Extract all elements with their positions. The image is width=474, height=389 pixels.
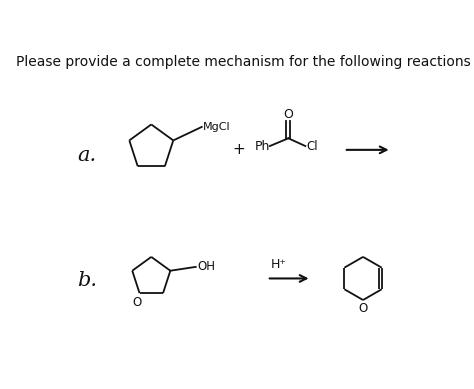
Text: a.: a.: [77, 146, 97, 165]
Text: O: O: [133, 296, 142, 309]
Text: Ph: Ph: [255, 140, 270, 152]
Text: MgCl: MgCl: [203, 121, 231, 131]
Text: OH: OH: [197, 260, 215, 273]
Text: Please provide a complete mechanism for the following reactions: Please provide a complete mechanism for …: [16, 55, 470, 69]
Text: O: O: [283, 108, 293, 121]
Text: b.: b.: [77, 271, 97, 290]
Text: Cl: Cl: [306, 140, 318, 152]
Text: O: O: [358, 301, 368, 315]
Text: +: +: [233, 142, 246, 158]
Text: H⁺: H⁺: [270, 258, 286, 271]
